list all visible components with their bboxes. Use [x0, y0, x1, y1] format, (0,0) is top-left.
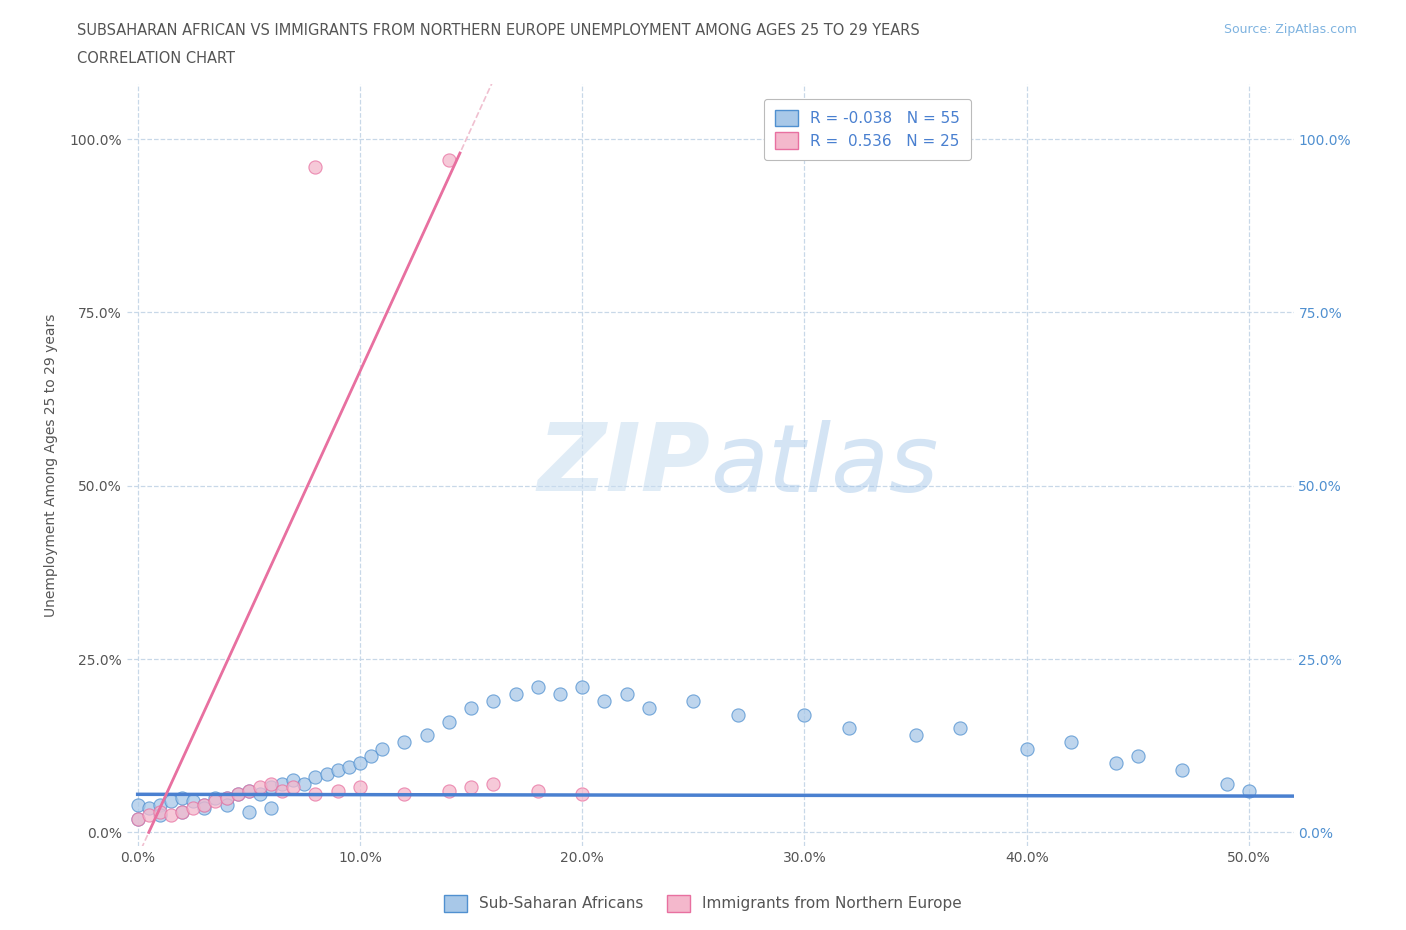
Point: [638, 700, 661, 715]
Point: [349, 780, 371, 795]
Point: [727, 707, 749, 722]
Point: [181, 794, 204, 809]
Point: [204, 794, 226, 809]
Point: [904, 728, 927, 743]
Point: [360, 749, 382, 764]
Point: [526, 783, 548, 798]
Point: [249, 780, 271, 795]
Point: [326, 783, 349, 798]
Point: [271, 783, 294, 798]
Point: [337, 759, 360, 774]
Point: [460, 700, 482, 715]
Point: [181, 801, 204, 816]
Point: [1060, 735, 1083, 750]
Point: [215, 790, 238, 805]
Point: [204, 790, 226, 805]
Point: [437, 153, 460, 167]
Point: [172, 790, 194, 805]
Point: [127, 811, 149, 826]
Point: [283, 773, 305, 788]
Point: [1171, 763, 1194, 777]
Point: [238, 783, 260, 798]
Point: [149, 797, 172, 812]
Point: [238, 783, 260, 798]
Point: [349, 756, 371, 771]
Point: [193, 797, 215, 812]
Point: [482, 693, 505, 708]
Point: [292, 777, 315, 791]
Point: [371, 742, 394, 757]
Text: SUBSAHARAN AFRICAN VS IMMIGRANTS FROM NORTHERN EUROPE UNEMPLOYMENT AMONG AGES 25: SUBSAHARAN AFRICAN VS IMMIGRANTS FROM NO…: [77, 23, 920, 38]
Point: [193, 797, 215, 812]
Text: ZIP: ZIP: [537, 419, 710, 511]
Point: [226, 787, 249, 802]
Point: [1126, 749, 1149, 764]
Point: [616, 686, 638, 701]
Point: [437, 783, 460, 798]
Point: [215, 797, 238, 812]
Point: [138, 807, 160, 822]
Point: [1015, 742, 1038, 757]
Point: [149, 807, 172, 822]
Point: [304, 787, 326, 802]
Point: [571, 787, 593, 802]
Point: [160, 794, 183, 809]
Text: Source: ZipAtlas.com: Source: ZipAtlas.com: [1223, 23, 1357, 36]
Point: [1216, 777, 1239, 791]
Point: [526, 680, 548, 695]
Point: [505, 686, 527, 701]
Point: [1237, 783, 1260, 798]
Point: [326, 763, 349, 777]
Point: [482, 777, 505, 791]
Text: CORRELATION CHART: CORRELATION CHART: [77, 51, 235, 66]
Point: [238, 804, 260, 819]
Point: [1105, 756, 1128, 771]
Point: [949, 721, 972, 736]
Point: [260, 801, 283, 816]
Point: [160, 807, 183, 822]
Point: [571, 680, 593, 695]
Point: [793, 707, 815, 722]
Point: [838, 721, 860, 736]
Legend: Sub-Saharan Africans, Immigrants from Northern Europe: Sub-Saharan Africans, Immigrants from No…: [439, 889, 967, 918]
Point: [172, 804, 194, 819]
Point: [172, 804, 194, 819]
Point: [127, 797, 149, 812]
Point: [304, 769, 326, 784]
Point: [460, 780, 482, 795]
Point: [215, 790, 238, 805]
Point: [260, 777, 283, 791]
Point: [249, 787, 271, 802]
Point: [138, 801, 160, 816]
Point: [437, 714, 460, 729]
Point: [304, 159, 326, 174]
Point: [283, 780, 305, 795]
Point: [394, 735, 416, 750]
Point: [548, 686, 571, 701]
Point: [315, 766, 337, 781]
Point: [682, 693, 704, 708]
Point: [394, 787, 416, 802]
Point: [415, 728, 437, 743]
Point: [149, 804, 172, 819]
Point: [193, 801, 215, 816]
Point: [127, 811, 149, 826]
Y-axis label: Unemployment Among Ages 25 to 29 years: Unemployment Among Ages 25 to 29 years: [44, 313, 58, 617]
Point: [260, 780, 283, 795]
Legend: R = -0.038   N = 55, R =  0.536   N = 25: R = -0.038 N = 55, R = 0.536 N = 25: [765, 99, 970, 160]
Point: [271, 777, 294, 791]
Point: [226, 787, 249, 802]
Point: [593, 693, 616, 708]
Text: atlas: atlas: [710, 419, 938, 511]
